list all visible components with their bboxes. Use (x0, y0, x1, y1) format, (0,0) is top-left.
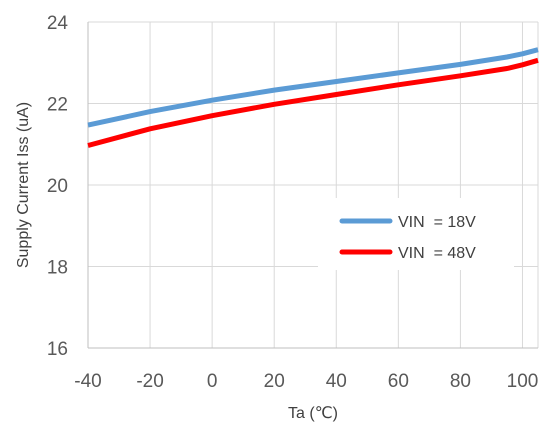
x-tick-label: 80 (450, 371, 471, 392)
x-tick-label: 40 (326, 371, 347, 392)
legend-label-vin-18v: VIN = 18V (398, 214, 476, 231)
y-tick-label: 20 (47, 176, 68, 197)
x-tick-label: -40 (74, 371, 101, 392)
series-layer (87, 47, 539, 148)
legend-background (318, 198, 514, 270)
tick-layer: -40 -20 0 20 40 60 80 100 16 18 20 22 24 (47, 13, 538, 392)
x-tick-label: -20 (136, 371, 163, 392)
y-axis-title: Supply Current Iss (uA) (15, 102, 32, 268)
x-tick-label: 20 (264, 371, 285, 392)
x-tick-label: 60 (388, 371, 409, 392)
axes (87, 22, 538, 349)
y-tick-label: 16 (47, 339, 68, 360)
y-tick-label: 24 (47, 13, 69, 34)
x-tick-label: 0 (207, 371, 218, 392)
y-tick-label: 18 (47, 258, 68, 279)
y-tick-label: 22 (47, 95, 68, 116)
legend: VIN = 18V VIN = 48V (318, 198, 514, 270)
x-axis-title: Ta (℃) (288, 405, 338, 422)
grid (87, 21, 539, 349)
series-line-0 (87, 47, 539, 128)
series-line-1 (87, 57, 539, 148)
legend-label-vin-48v: VIN = 48V (398, 245, 476, 262)
x-tick-label: 100 (507, 371, 539, 392)
